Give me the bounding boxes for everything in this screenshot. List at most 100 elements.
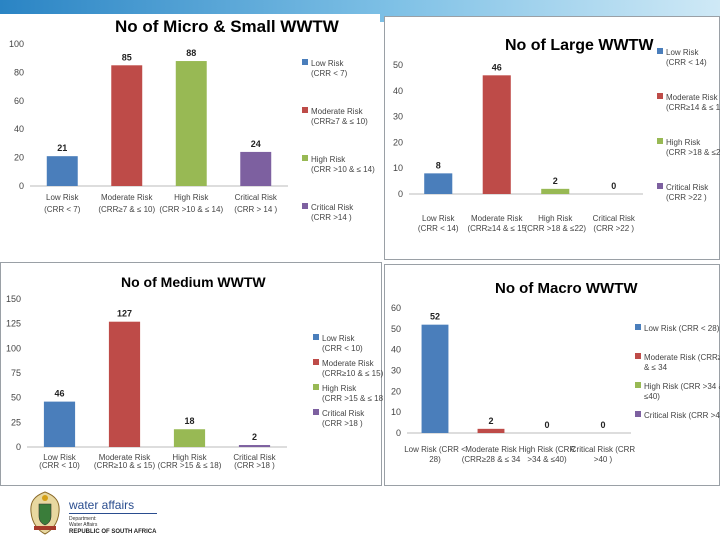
y-tick-label: 80 (14, 67, 24, 77)
chart-panel-medium: No of Medium WWTW 0 25 50 75 100 125 150 46 Low R… (0, 262, 386, 486)
y-tick-label: 20 (14, 153, 24, 163)
legend-swatch (635, 324, 641, 330)
y-tick-label: 10 (391, 407, 401, 417)
bar (43, 401, 76, 447)
legend-swatch (302, 107, 308, 113)
category-label: (CRR≥14 & ≤ 15 (467, 224, 526, 233)
bar (240, 151, 272, 186)
category-label: High Risk (174, 193, 209, 202)
bar (477, 428, 505, 433)
y-tick-label: 75 (11, 368, 21, 378)
category-label: Critical Risk (593, 214, 636, 223)
coat-of-arms-icon (26, 490, 64, 536)
category-label: Moderate Risk (471, 214, 524, 223)
y-tick-label: 100 (9, 39, 24, 49)
category-label: (CRR≥28 & ≤ 34 (462, 455, 521, 464)
y-tick-label: 30 (391, 366, 401, 376)
category-label: (CRR >22 ) (593, 224, 634, 233)
legend-swatch (657, 138, 663, 144)
y-tick-label: 40 (393, 86, 403, 96)
category-label: Critical Risk (233, 453, 276, 462)
legend-label: Moderate Risk (666, 93, 719, 102)
category-label: Low Risk (43, 453, 76, 462)
category-label: (CRR < 10) (39, 461, 80, 470)
legend-swatch (313, 409, 319, 415)
category-label: Critical Risk (CRR (571, 445, 636, 454)
category-label: (CRR≥10 & ≤ 15) (94, 461, 156, 470)
legend-label: (CRR≥10 & ≤ 15) (322, 369, 383, 378)
category-label: Moderate Risk (99, 453, 152, 462)
y-tick-label: 40 (391, 345, 401, 355)
country-label: REPUBLIC OF SOUTH AFRICA (69, 529, 157, 535)
data-label: 2 (488, 416, 493, 426)
data-label: 2 (553, 176, 558, 186)
category-label: (CRR≥7 & ≤ 10) (98, 205, 155, 214)
category-label: >40 ) (594, 455, 613, 464)
legend-label: & ≤ 34 (644, 363, 668, 372)
legend-label: Low Risk (666, 48, 699, 57)
category-label: (CRR > 14 ) (234, 205, 277, 214)
chart-title: No of Large WWTW (505, 37, 654, 54)
legend-label: Low Risk (322, 334, 355, 343)
bar (424, 173, 453, 194)
data-label: 18 (184, 416, 194, 426)
chart-title: No of Medium WWTW (121, 274, 266, 290)
legend-label: Moderate Risk (CRR≥28 (644, 353, 720, 362)
legend-swatch (302, 203, 308, 209)
legend-label: Moderate Risk (322, 359, 375, 368)
data-label: 52 (430, 312, 440, 322)
y-tick-label: 0 (19, 181, 24, 191)
legend-label: Critical Risk (322, 409, 365, 418)
department-line-1: Department: (69, 516, 97, 522)
chart-panel-large: No of Large WWTW 0 10 20 30 40 50 8 Low Risk (CRR… (384, 16, 720, 260)
y-tick-label: 100 (6, 343, 21, 353)
data-label: 127 (117, 309, 132, 319)
bar (175, 61, 207, 186)
category-label: (CRR < 14) (418, 224, 459, 233)
chart-2: No of Medium WWTW 0 25 50 75 100 125 150 46 Low R… (6, 274, 386, 470)
legend-label: High Risk (311, 155, 346, 164)
legend-label: Moderate Risk (311, 107, 364, 116)
legend-label: High Risk (CRR >34 & (644, 382, 720, 391)
category-label: Critical Risk (235, 193, 278, 202)
legend-swatch (302, 155, 308, 161)
category-label: High Risk (CRR (519, 445, 576, 454)
bar (111, 65, 143, 186)
legend-label: (CRR≥7 & ≤ 10) (311, 117, 368, 126)
y-tick-label: 50 (393, 60, 403, 70)
y-tick-label: 125 (6, 319, 21, 329)
y-tick-label: 0 (396, 428, 401, 438)
y-tick-label: 50 (11, 393, 21, 403)
category-label: Low Risk (46, 193, 79, 202)
category-label: (CRR < 7) (44, 205, 81, 214)
data-label: 8 (436, 160, 441, 170)
category-label: (CRR >18 & ≤22) (524, 224, 586, 233)
y-tick-label: 150 (6, 294, 21, 304)
y-tick-label: 25 (11, 417, 21, 427)
legend-label: (CRR < 7) (311, 69, 348, 78)
data-label: 2 (252, 432, 257, 442)
legend-label: (CRR≥14 & ≤ 18 (666, 103, 720, 112)
y-tick-label: 20 (393, 137, 403, 147)
data-label: 46 (492, 62, 502, 72)
legend-swatch (635, 353, 641, 359)
category-label: (CRR >10 & ≤ 14) (159, 205, 223, 214)
data-label: 85 (122, 52, 132, 62)
y-tick-label: 30 (393, 112, 403, 122)
data-label: 21 (57, 143, 67, 153)
legend-label: (CRR >14 ) (311, 213, 352, 222)
bar (46, 156, 78, 186)
data-label: 24 (251, 139, 261, 149)
legend-swatch (657, 48, 663, 54)
legend-swatch (635, 411, 641, 417)
legend-label: (CRR < 14) (666, 58, 707, 67)
category-label: Low Risk (422, 214, 455, 223)
bar (238, 445, 271, 447)
bar (482, 75, 511, 194)
legend-swatch (313, 334, 319, 340)
footer (0, 488, 720, 540)
chart-panel-micro-small: No of Micro & Small WWTW 0 20 40 60 80 100 21 Lo… (0, 14, 380, 256)
brand-divider (69, 513, 157, 514)
